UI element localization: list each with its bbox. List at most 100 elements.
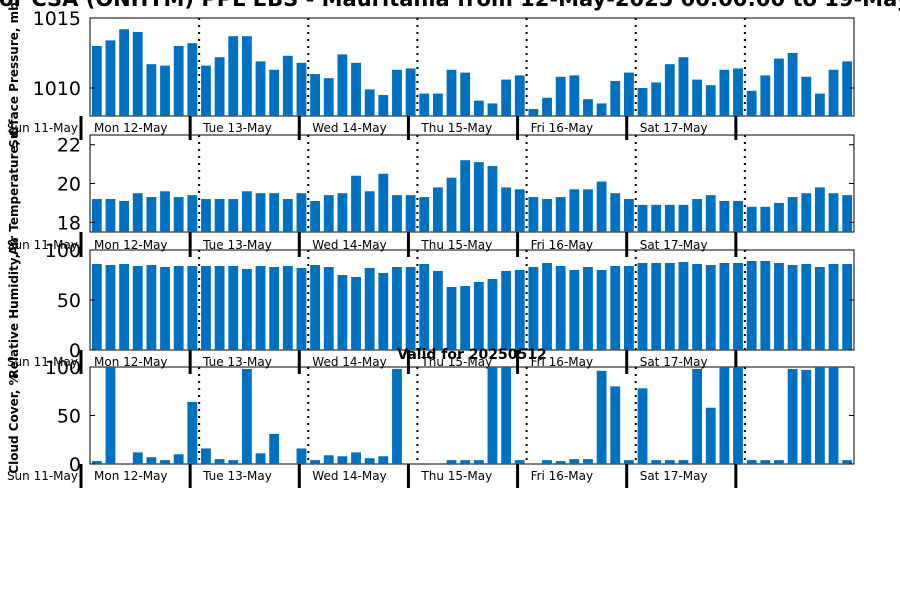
air-temperature-bar	[692, 199, 703, 232]
air-temperature-bar	[105, 199, 116, 232]
air-temperature-bar	[91, 199, 102, 232]
air-temperature-day-label: Sun 11-May	[7, 238, 78, 252]
relative-humidity-bar	[364, 268, 375, 350]
air-temperature-bar	[610, 193, 621, 232]
cloud-cover-day-label: Sun 11-May	[7, 469, 78, 483]
cloud-cover-bar	[637, 388, 648, 464]
relative-humidity-bar	[814, 267, 825, 350]
relative-humidity-day-label: Sun 11-May	[7, 355, 78, 369]
surface-pressure-day-label: Mon 12-May	[94, 121, 168, 135]
air-temperature-bar	[678, 204, 689, 232]
cloud-cover-bar	[651, 460, 662, 464]
cloud-cover-bar	[392, 368, 402, 464]
relative-humidity-bar	[282, 266, 293, 350]
relative-humidity-day-label: Sat 17-May	[640, 355, 708, 369]
cloud-cover-bar	[828, 367, 839, 464]
relative-humidity-bar	[542, 263, 552, 350]
surface-pressure-bar	[364, 89, 375, 116]
chart-title: for CSA (ONHYM) PPL EBS - Mauritania fro…	[0, 0, 900, 11]
cloud-cover-bar	[460, 460, 471, 464]
air-temperature-bar	[637, 204, 648, 232]
air-temperature-ytick-label: 18	[57, 212, 81, 234]
cloud-cover-bar	[310, 460, 321, 464]
surface-pressure-bar	[405, 68, 416, 116]
surface-pressure-bar	[555, 76, 566, 116]
relative-humidity-bar	[241, 269, 252, 350]
air-temperature-bar	[746, 206, 757, 232]
relative-humidity-ytick-label: 50	[57, 290, 81, 312]
cloud-cover-bar	[173, 454, 184, 464]
surface-pressure-bar	[651, 82, 662, 116]
air-temperature-bar	[473, 162, 484, 232]
relative-humidity-bar	[405, 267, 416, 350]
surface-pressure-ytick-label: 1015	[33, 8, 81, 30]
relative-humidity-bar	[787, 265, 798, 350]
relative-humidity-bar	[323, 267, 334, 350]
air-temperature-bar	[201, 199, 211, 232]
cloud-cover-day-label: Fri 16-May	[531, 469, 594, 483]
cloud-cover-bar	[719, 367, 730, 464]
surface-pressure-bar	[610, 81, 621, 116]
cloud-cover-bar	[487, 367, 498, 464]
air-temperature-bar	[132, 193, 143, 232]
air-temperature-ytick-label: 22	[57, 135, 81, 157]
air-temperature-day-label: Tue 13-May	[202, 238, 272, 252]
surface-pressure-bar	[119, 29, 130, 117]
air-temperature-bar	[814, 187, 825, 232]
surface-pressure-bar	[351, 62, 361, 116]
relative-humidity-bar	[201, 266, 211, 350]
surface-pressure-bar	[173, 46, 184, 116]
relative-humidity-bar	[719, 263, 730, 350]
cloud-cover-ytick-label: 50	[57, 406, 81, 428]
relative-humidity-bar	[460, 286, 471, 350]
surface-pressure-ytick-label: 1010	[33, 78, 81, 100]
surface-pressure-bar	[719, 69, 730, 116]
relative-humidity-day-label: Fri 16-May	[531, 355, 594, 369]
surface-pressure-plot-frame	[89, 17, 855, 117]
relative-humidity-bar	[651, 263, 662, 350]
surface-pressure-day-label: Tue 13-May	[202, 121, 272, 135]
relative-humidity-bar	[419, 264, 430, 350]
air-temperature-bar	[255, 193, 266, 232]
cloud-cover-bar	[146, 457, 157, 464]
cloud-cover-bar	[501, 367, 512, 464]
air-temperature-bar	[596, 181, 607, 232]
relative-humidity-bar	[760, 261, 771, 350]
relative-humidity-bar	[664, 263, 675, 350]
relative-humidity-bar	[610, 266, 621, 350]
air-temperature-bar	[364, 191, 375, 232]
surface-pressure-day-label: Fri 16-May	[531, 121, 594, 135]
cloud-cover-bar	[160, 460, 170, 464]
air-temperature-bar	[583, 189, 593, 232]
surface-pressure-day-label: Sat 17-May	[640, 121, 708, 135]
cloud-cover-bar	[91, 461, 102, 464]
surface-pressure-bar	[310, 74, 321, 116]
air-temperature-bar	[432, 187, 443, 232]
surface-pressure-day-label: Wed 14-May	[312, 121, 386, 135]
cloud-cover-day-label: Mon 12-May	[94, 469, 168, 483]
surface-pressure-bar	[255, 61, 266, 116]
cloud-cover-ylabel: Cloud Cover, %	[7, 373, 21, 473]
air-temperature-bar	[542, 199, 552, 232]
air-temperature-bar	[378, 173, 389, 232]
relative-humidity-bar	[733, 263, 743, 350]
air-temperature-bar	[801, 193, 812, 232]
air-temperature-bar	[228, 199, 239, 232]
air-temperature-day-label: Wed 14-May	[312, 238, 386, 252]
air-temperature-bar	[733, 200, 743, 232]
surface-pressure-bar	[692, 79, 703, 116]
cloud-cover-bar	[201, 448, 211, 464]
relative-humidity-bar	[351, 277, 361, 350]
cloud-cover-bar	[105, 367, 116, 464]
cloud-cover-day-label: Thu 15-May	[420, 469, 492, 483]
cloud-cover-bar	[583, 459, 593, 464]
cloud-cover-bar	[569, 459, 580, 464]
cloud-cover-bar	[801, 369, 812, 464]
air-temperature-bar	[446, 177, 457, 232]
air-temperature-bar	[501, 187, 512, 232]
surface-pressure-bar	[214, 57, 225, 116]
air-temperature-ytick-label: 20	[57, 174, 81, 196]
air-temperature-bar	[323, 195, 334, 232]
cloud-cover-bar	[623, 460, 634, 464]
